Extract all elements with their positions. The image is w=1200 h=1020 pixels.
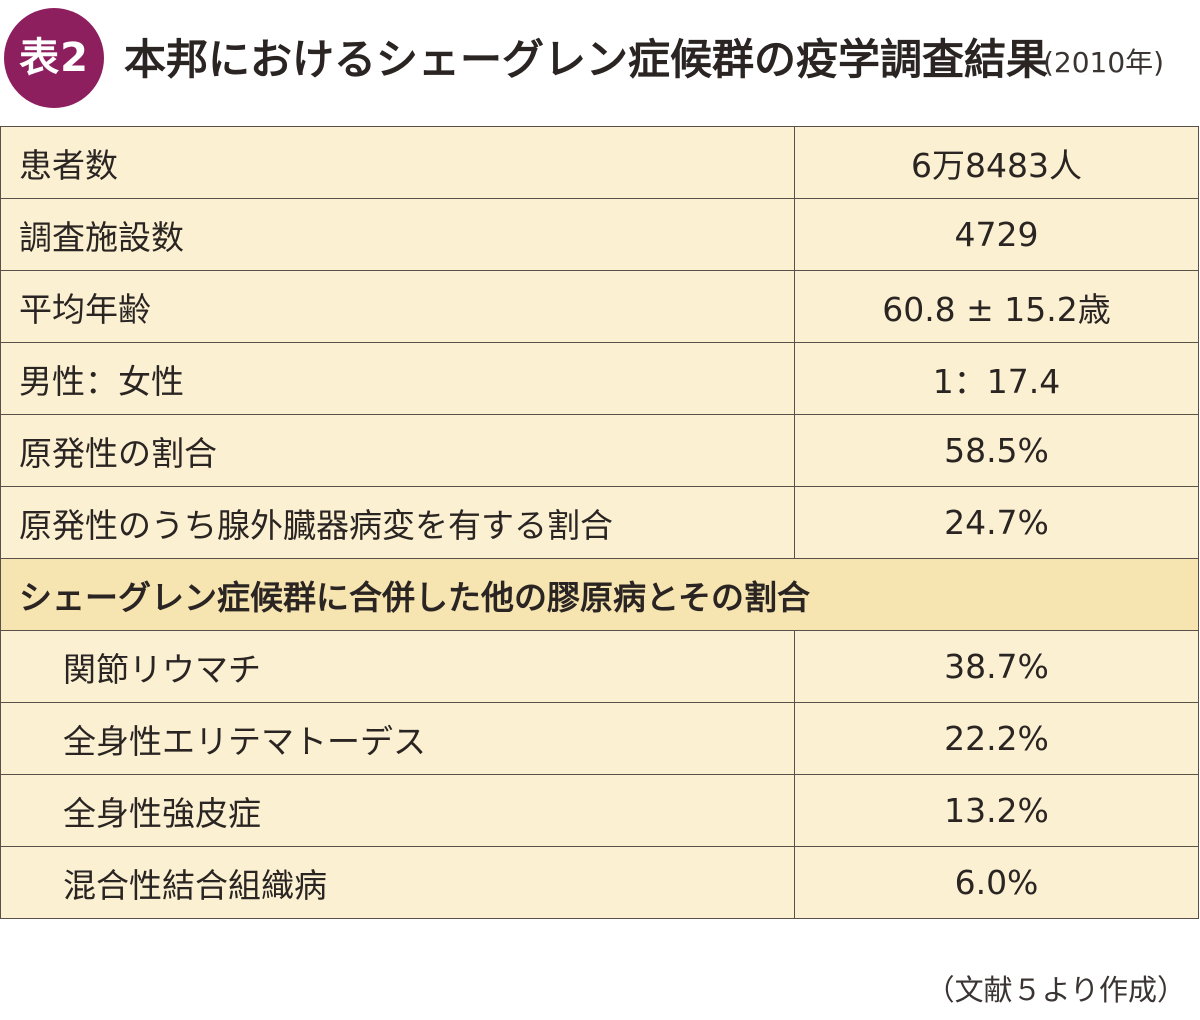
sub-row-label: 全身性エリテマトーデス xyxy=(0,702,795,775)
row-label: 平均年齢 xyxy=(0,270,795,343)
sub-row-value: 6.0% xyxy=(794,846,1199,919)
sub-row-value: 38.7% xyxy=(794,630,1199,703)
table-row: 混合性結合組織病 6.0% xyxy=(0,846,1199,919)
row-value: 4729 xyxy=(794,198,1199,271)
table-row: 患者数 6万8483人 xyxy=(0,126,1199,199)
table-title: 本邦におけるシェーグレン症候群の疫学調査結果 xyxy=(124,35,1049,84)
row-label: 原発性の割合 xyxy=(0,414,795,487)
row-label: 調査施設数 xyxy=(0,198,795,271)
sub-row-label: 混合性結合組織病 xyxy=(0,846,795,919)
row-label: 原発性のうち腺外臓器病変を有する割合 xyxy=(0,486,795,559)
table-row: 平均年齢 60.8 ± 15.2歳 xyxy=(0,270,1199,343)
table-row: 男性：女性 1：17.4 xyxy=(0,342,1199,415)
row-label: 男性：女性 xyxy=(0,342,795,415)
table-row: 原発性の割合 58.5% xyxy=(0,414,1199,487)
sub-row-label: 全身性強皮症 xyxy=(0,774,795,847)
row-value: 58.5% xyxy=(794,414,1199,487)
table-row: 原発性のうち腺外臓器病変を有する割合 24.7% xyxy=(0,486,1199,559)
source-note: （文献５より作成） xyxy=(925,973,1186,1007)
table-row: 調査施設数 4729 xyxy=(0,198,1199,271)
section-header: シェーグレン症候群に合併した他の膠原病とその割合 xyxy=(0,558,1199,631)
row-value: 6万8483人 xyxy=(794,126,1199,199)
table-header: 表2 本邦におけるシェーグレン症候群の疫学調査結果 (2010年) xyxy=(0,0,1200,120)
sub-row-label: 関節リウマチ xyxy=(0,630,795,703)
table-row: 全身性エリテマトーデス 22.2% xyxy=(0,702,1199,775)
row-value: 1：17.4 xyxy=(794,342,1199,415)
sub-row-value: 22.2% xyxy=(794,702,1199,775)
row-label: 患者数 xyxy=(0,126,795,199)
sub-row-value: 13.2% xyxy=(794,774,1199,847)
section-header-row: シェーグレン症候群に合併した他の膠原病とその割合 xyxy=(0,558,1199,631)
row-value: 60.8 ± 15.2歳 xyxy=(794,270,1199,343)
table-title-year: (2010年) xyxy=(1043,46,1165,79)
table-row: 全身性強皮症 13.2% xyxy=(0,774,1199,847)
table-row: 関節リウマチ 38.7% xyxy=(0,630,1199,703)
epidemiology-table: 患者数 6万8483人 調査施設数 4729 平均年齢 60.8 ± 15.2歳… xyxy=(0,126,1199,919)
row-value: 24.7% xyxy=(794,486,1199,559)
table-number-badge: 表2 xyxy=(4,8,104,108)
